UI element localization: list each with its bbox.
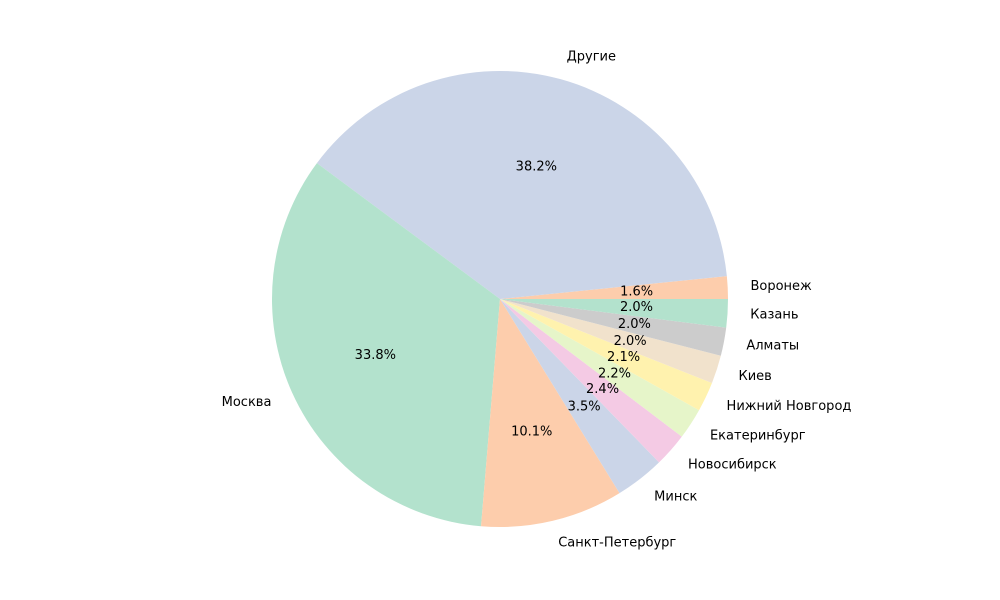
slice-percentage-label: 2.0% — [620, 300, 653, 315]
pie-slice — [500, 299, 700, 437]
category-labels-layer: Воронеж Другие Москва Санкт-Петербург Минск Н… — [222, 50, 852, 551]
slice-category-label: Казань — [750, 307, 798, 322]
pie-slice — [500, 299, 727, 356]
slice-percentage-label: 2.0% — [614, 334, 647, 349]
slice-category-label: Москва — [222, 395, 272, 410]
pie-slice — [500, 299, 660, 494]
slice-percentage-label: 2.2% — [598, 366, 631, 381]
pie-slice — [500, 299, 728, 328]
slice-category-label: Минск — [654, 489, 697, 504]
pie-slice — [316, 70, 727, 299]
slice-percentage-label: 1.6% — [620, 285, 653, 300]
pie-slice — [481, 299, 620, 528]
slice-percentage-label: 10.1% — [511, 425, 552, 440]
slice-percentage-label: 38.2% — [516, 160, 557, 175]
percentage-labels-layer: 1.6%38.2%33.8%10.1%3.5%2.4%2.2%2.1%2.0%2… — [355, 160, 653, 440]
slice-percentage-label: 3.5% — [568, 399, 601, 414]
slice-percentage-label: 2.1% — [607, 350, 640, 365]
slices-layer — [272, 70, 728, 528]
pie-slice — [272, 163, 500, 527]
slice-category-label: Нижний Новгород — [727, 399, 852, 414]
pie-slice — [500, 276, 728, 299]
slice-category-label: Санкт-Петербург — [558, 535, 676, 550]
slice-category-label: Другие — [567, 50, 616, 65]
pie-slice — [500, 299, 712, 411]
slice-category-label: Воронеж — [750, 279, 812, 294]
slice-category-label: Новосибирск — [688, 457, 777, 472]
slice-percentage-label: 2.4% — [586, 382, 619, 397]
slice-category-label: Алматы — [746, 339, 799, 354]
slice-category-label: Екатеринбург — [710, 429, 806, 444]
slice-percentage-label: 33.8% — [355, 348, 396, 363]
slice-category-label: Киев — [739, 369, 772, 384]
slice-percentage-label: 2.0% — [618, 317, 651, 332]
pie-slice — [500, 299, 721, 384]
pie-slice — [500, 299, 682, 463]
